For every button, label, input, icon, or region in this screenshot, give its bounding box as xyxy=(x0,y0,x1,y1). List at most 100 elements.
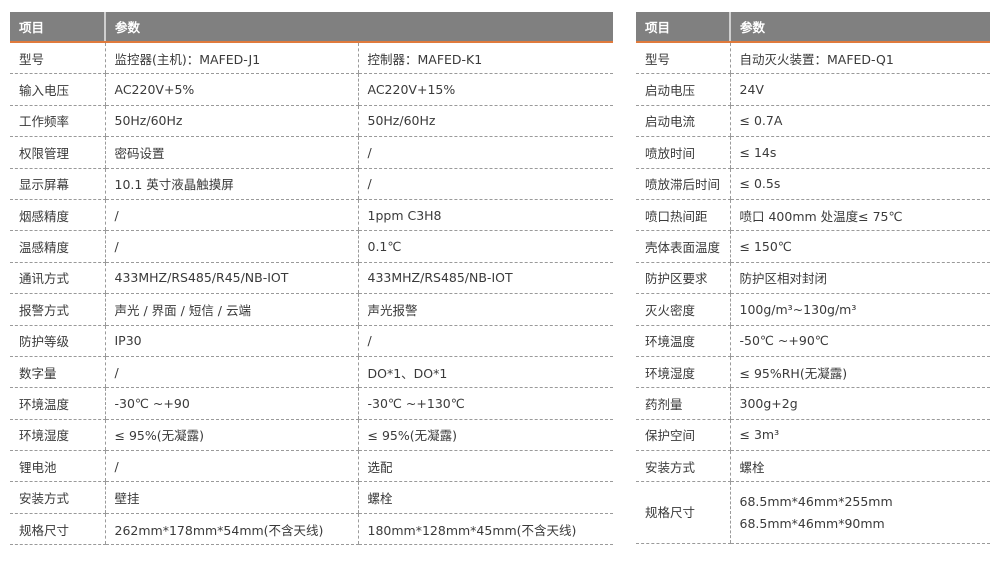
row-label: 安装方式 xyxy=(636,450,730,483)
table-row: 工作频率 50Hz/60Hz 50Hz/60Hz xyxy=(10,105,613,138)
table-row: 保护空间 ≤ 3m³ xyxy=(636,419,990,452)
row-label: 温感精度 xyxy=(10,230,105,263)
extinguisher-value: -50℃ ~+90℃ xyxy=(729,325,990,357)
row-label: 烟感精度 xyxy=(10,199,105,232)
table-row: 烟感精度/1ppm C3H8 xyxy=(10,199,613,232)
row-label: 锂电池 xyxy=(10,450,105,483)
row-label: 工作频率 xyxy=(10,105,105,138)
table-row: 环境温度 -50℃ ~+90℃ xyxy=(636,325,990,357)
table-row: 型号 监控器(主机)：MAFED-J1 控制器：MAFED-K1 xyxy=(10,42,613,75)
row-label: 环境温度 xyxy=(636,325,730,357)
extinguisher-spec-table: 项目 参数 型号 自动灭火装置：MAFED-Q1 启动电压 24V 启动电流 ≤ 0.7A… xyxy=(636,12,990,545)
controller-value: DO*1、DO*1 xyxy=(357,356,613,389)
controller-value: / xyxy=(357,325,613,357)
table-row: 规格尺寸 68.5mm*46mm*255mm 68.5mm*46mm*90mm xyxy=(636,481,990,545)
table-row: 启动电流 ≤ 0.7A xyxy=(636,105,990,138)
monitor-value: 声光 / 界面 / 短信 / 云端 xyxy=(104,293,358,326)
row-label: 灭火密度 xyxy=(636,293,730,326)
row-label: 通讯方式 xyxy=(10,262,105,295)
table-row: 药剂量 300g+2g xyxy=(636,387,990,420)
extinguisher-value: ≤ 0.5s xyxy=(729,168,990,200)
row-label: 规格尺寸 xyxy=(10,513,105,546)
table-row: 壳体表面温度 ≤ 150℃ xyxy=(636,230,990,263)
extinguisher-value: 100g/m³~130g/m³ xyxy=(729,293,990,326)
controller-value: / xyxy=(357,168,613,200)
monitor-value: 监控器(主机)：MAFED-J1 xyxy=(104,42,358,75)
monitor-value: 壁挂 xyxy=(104,481,358,514)
extinguisher-value: ≤ 95%RH(无凝露) xyxy=(729,356,990,389)
table-row: 防护区要求 防护区相对封闭 xyxy=(636,262,990,295)
row-label: 报警方式 xyxy=(10,293,105,326)
extinguisher-value: ≤ 14s xyxy=(729,136,990,169)
row-label: 壳体表面温度 xyxy=(636,230,730,263)
header-item: 项目 xyxy=(636,12,730,43)
table-row: 通讯方式 433MHZ/RS485/R45/NB-IOT 433MHZ/RS485/… xyxy=(10,262,613,295)
row-label: 环境温度 xyxy=(10,387,105,420)
controller-spec-table: 项目 参数 型号 监控器(主机)：MAFED-J1 控制器：MAFED-K1 输入电压… xyxy=(10,12,613,546)
monitor-value: / xyxy=(104,450,358,483)
monitor-value: 10.1 英寸液晶触摸屏 xyxy=(104,168,358,200)
table-row: 锂电池 / 选配 xyxy=(10,450,613,483)
monitor-value: IP30 xyxy=(104,325,358,357)
extinguisher-value: 300g+2g xyxy=(729,387,990,420)
size-line: 68.5mm*46mm*255mm xyxy=(739,493,893,509)
controller-value: 0.1℃ xyxy=(357,230,613,263)
row-label: 药剂量 xyxy=(636,387,730,420)
size-values: 68.5mm*46mm*255mm 68.5mm*46mm*90mm xyxy=(729,481,990,545)
table-row: 报警方式 声光 / 界面 / 短信 / 云端 声光报警 xyxy=(10,293,613,326)
table-row: 环境湿度 ≤ 95%RH(无凝露) xyxy=(636,356,990,389)
table-row: 喷放时间 ≤ 14s xyxy=(636,136,990,169)
monitor-value: -30℃ ~+90 xyxy=(104,387,358,420)
monitor-value: / xyxy=(104,199,358,232)
controller-value: 选配 xyxy=(357,450,613,483)
row-label: 喷放滞后时间 xyxy=(636,168,730,200)
table-row: 启动电压 24V xyxy=(636,73,990,106)
monitor-value: / xyxy=(104,230,358,263)
table-row: 规格尺寸 262mm*178mm*54mm(不含天线) 180mm*128mm*45… xyxy=(10,513,613,546)
table-row: 温感精度/0.1℃ xyxy=(10,230,613,263)
row-label: 规格尺寸 xyxy=(636,481,730,545)
extinguisher-value: ≤ 3m³ xyxy=(729,419,990,452)
controller-value: -30℃ ~+130℃ xyxy=(357,387,613,420)
controller-value: / xyxy=(357,136,613,169)
extinguisher-value: 喷口 400mm 处温度≤ 75℃ xyxy=(729,199,990,232)
header-params: 参数 xyxy=(729,12,990,43)
extinguisher-value: 24V xyxy=(729,73,990,106)
row-label: 显示屏幕 xyxy=(10,168,105,200)
table-row: 环境温度 -30℃ ~+90 -30℃ ~+130℃ xyxy=(10,387,613,420)
row-label: 喷口热间距 xyxy=(636,199,730,232)
monitor-value: 密码设置 xyxy=(104,136,358,169)
header-item: 项目 xyxy=(10,12,105,43)
controller-value: 50Hz/60Hz xyxy=(357,105,613,138)
extinguisher-value: 防护区相对封闭 xyxy=(729,262,990,295)
controller-value: AC220V+15% xyxy=(357,73,613,106)
table-row: 安装方式 螺栓 xyxy=(636,450,990,483)
table-row: 显示屏幕 10.1 英寸液晶触摸屏 / xyxy=(10,168,613,200)
controller-value: 433MHZ/RS485/NB-IOT xyxy=(357,262,613,295)
table-row: 数字量 / DO*1、DO*1 xyxy=(10,356,613,389)
size-line: 68.5mm*46mm*90mm xyxy=(739,515,885,531)
table-row: 安装方式 壁挂 螺栓 xyxy=(10,481,613,514)
table-row: 喷口热间距 喷口 400mm 处温度≤ 75℃ xyxy=(636,199,990,232)
row-label: 型号 xyxy=(10,42,105,75)
row-label: 防护区要求 xyxy=(636,262,730,295)
controller-value: 螺栓 xyxy=(357,481,613,514)
row-label: 输入电压 xyxy=(10,73,105,106)
table-row: 灭火密度 100g/m³~130g/m³ xyxy=(636,293,990,326)
controller-value: 180mm*128mm*45mm(不含天线) xyxy=(357,513,613,546)
row-label: 启动电流 xyxy=(636,105,730,138)
monitor-value: 262mm*178mm*54mm(不含天线) xyxy=(104,513,358,546)
monitor-value: 50Hz/60Hz xyxy=(104,105,358,138)
extinguisher-value: ≤ 150℃ xyxy=(729,230,990,263)
table-row: 防护等级 IP30/ xyxy=(10,325,613,357)
row-label: 启动电压 xyxy=(636,73,730,106)
row-label: 型号 xyxy=(636,42,730,75)
table-row: 型号 自动灭火装置：MAFED-Q1 xyxy=(636,42,990,75)
table-row: 输入电压 AC220V+5% AC220V+15% xyxy=(10,73,613,106)
monitor-value: AC220V+5% xyxy=(104,73,358,106)
extinguisher-value: 螺栓 xyxy=(729,450,990,483)
row-label: 数字量 xyxy=(10,356,105,389)
controller-value: ≤ 95%(无凝露) xyxy=(357,419,613,452)
row-label: 保护空间 xyxy=(636,419,730,452)
monitor-value: 433MHZ/RS485/R45/NB-IOT xyxy=(104,262,358,295)
